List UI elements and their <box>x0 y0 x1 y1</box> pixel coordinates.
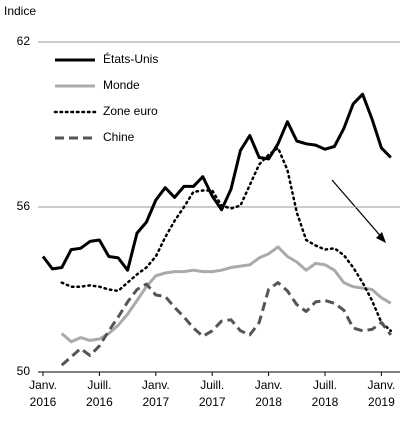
y-tick-label: 56 <box>17 199 31 213</box>
x-tick-label: Janv. <box>368 378 396 392</box>
x-tick-label: 2018 <box>312 395 339 409</box>
x-tick-label: Juill. <box>87 378 111 392</box>
x-tick-label: 2017 <box>199 395 226 409</box>
legend-label: États-Unis <box>103 51 158 66</box>
x-tick-label: Janv. <box>29 378 57 392</box>
series-line <box>60 245 392 344</box>
y-tick-label: 62 <box>17 34 31 48</box>
x-tick-label: 2016 <box>86 395 113 409</box>
x-tick-label: 2016 <box>30 395 57 409</box>
legend-label: Chine <box>103 130 135 144</box>
x-tick-label: Juill. <box>200 378 224 392</box>
legend-label: Zone euro <box>103 104 158 118</box>
x-tick-label: Janv. <box>142 378 170 392</box>
x-tick-label: 2018 <box>255 395 282 409</box>
series-line <box>60 146 393 333</box>
series-line <box>60 281 392 367</box>
legend-label: Monde <box>103 78 140 92</box>
x-tick-label: Janv. <box>255 378 283 392</box>
series-line <box>41 92 392 272</box>
trend-arrow-head <box>376 232 386 243</box>
y-tick-label: 50 <box>17 364 31 378</box>
x-tick-label: Juill. <box>313 378 337 392</box>
y-axis-label: Indice <box>4 4 36 18</box>
trend-arrow <box>331 179 385 241</box>
x-tick-label: 2019 <box>368 395 395 409</box>
x-tick-label: 2017 <box>142 395 169 409</box>
